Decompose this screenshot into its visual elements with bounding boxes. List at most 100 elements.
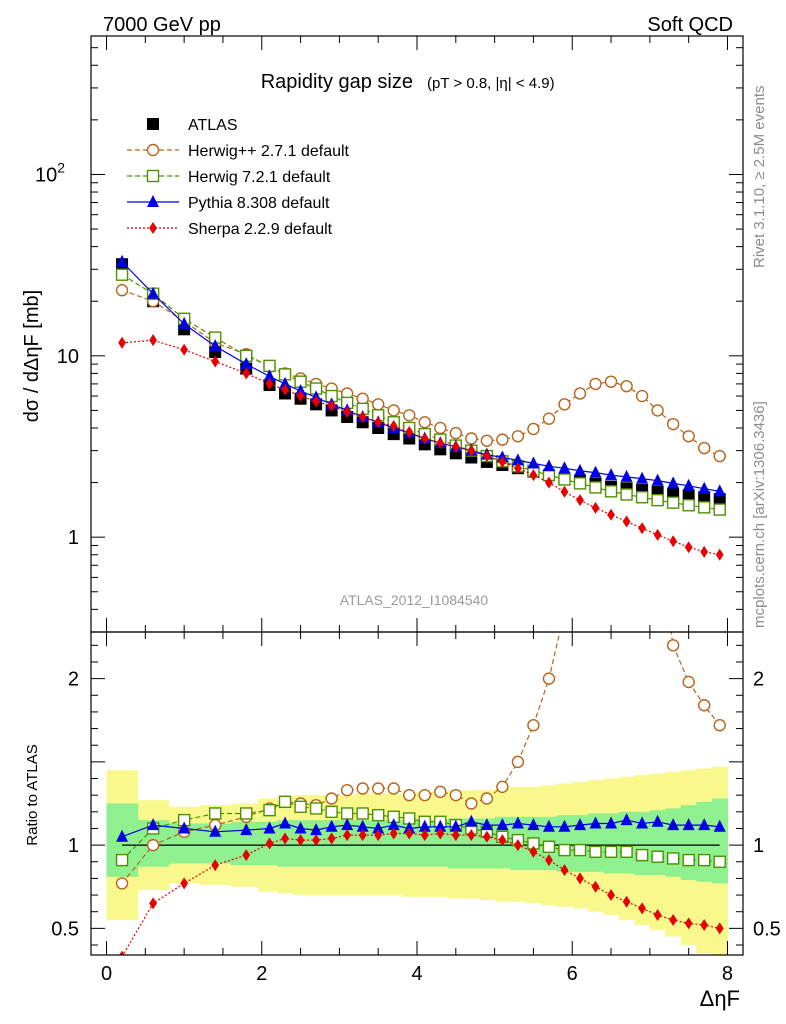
ratio-point-herwig-2-7-1-default bbox=[666, 639, 680, 652]
ratio-point-herwig-2-7-1-default bbox=[496, 780, 509, 794]
main-point-sherpa-2-2-9-default bbox=[591, 501, 600, 514]
legend-marker bbox=[149, 222, 157, 234]
ratio-point-pythia-8-308-default bbox=[651, 814, 664, 827]
legend-item-herwig-7-2-1-default: Herwig 7.2.1 default bbox=[127, 169, 331, 186]
main-point-herwig-2-7-1-default bbox=[480, 434, 494, 447]
ratio-point-sherpa-2-2-9-default bbox=[482, 830, 491, 843]
ratio-point-sherpa-2-2-9-default bbox=[467, 829, 476, 842]
ratio-point-sherpa-2-2-9-default bbox=[715, 922, 724, 935]
main-axes: 1 10 102 bbox=[35, 36, 743, 633]
main-point-sherpa-2-2-9-default bbox=[622, 515, 631, 528]
main-point-herwig-2-7-1-default bbox=[434, 421, 447, 435]
ratio-point-pythia-8-308-default bbox=[465, 814, 478, 827]
legend-marker bbox=[146, 143, 160, 157]
legend-marker bbox=[147, 118, 159, 130]
ratio-point-sherpa-2-2-9-default bbox=[669, 914, 678, 927]
ratio-point-herwig-7-2-1-default bbox=[589, 845, 602, 858]
main-point-pythia-8-308-default bbox=[147, 286, 160, 299]
legend-item-pythia-8-308-default: Pythia 8.308 default bbox=[127, 195, 330, 212]
main-point-sherpa-2-2-9-default bbox=[560, 485, 569, 498]
ratio-plot-area bbox=[106, 440, 729, 955]
ratio-point-sherpa-2-2-9-default bbox=[327, 832, 336, 845]
ratio-point-sherpa-2-2-9-default bbox=[591, 880, 600, 893]
ratio-point-sherpa-2-2-9-default bbox=[436, 827, 445, 840]
main-point-sherpa-2-2-9-default bbox=[482, 450, 491, 463]
ratio-y-tick-label-left: 0.5 bbox=[51, 918, 79, 940]
main-point-sherpa-2-2-9-default bbox=[296, 390, 305, 403]
ratio-point-sherpa-2-2-9-default bbox=[374, 829, 383, 842]
ratio-point-herwig-7-2-1-default bbox=[682, 853, 695, 867]
ratio-point-herwig-7-2-1-default bbox=[208, 807, 222, 820]
ratio-point-herwig-2-7-1-default bbox=[542, 672, 556, 685]
ratio-point-sherpa-2-2-9-default bbox=[242, 849, 251, 862]
main-point-herwig-2-7-1-default bbox=[356, 392, 369, 405]
ratio-point-herwig-2-7-1-default bbox=[340, 783, 354, 797]
ratio-point-pythia-8-308-default bbox=[434, 819, 447, 832]
main-point-sherpa-2-2-9-default bbox=[576, 494, 584, 507]
chart-subtitle: (pT > 0.8, |η| < 4.9) bbox=[427, 75, 555, 92]
legend-item-herwig-2-7-1-default: Herwig++ 2.7.1 default bbox=[127, 143, 350, 160]
legend-label: ATLAS bbox=[188, 117, 238, 134]
main-point-pythia-8-308-default bbox=[620, 469, 633, 482]
ratio-point-pythia-8-308-default bbox=[589, 816, 602, 829]
main-point-pythia-8-308-default bbox=[279, 376, 292, 389]
main-point-herwig-2-7-1-default bbox=[620, 379, 633, 393]
main-point-pythia-8-308-default bbox=[558, 461, 571, 474]
ratio-point-sherpa-2-2-9-default bbox=[180, 877, 189, 890]
band-stat-bin bbox=[680, 805, 698, 881]
main-point-sherpa-2-2-9-default bbox=[312, 395, 320, 408]
legend-item-atlas: ATLAS bbox=[147, 117, 238, 134]
ratio-point-herwig-7-2-1-default bbox=[558, 843, 571, 857]
ratio-point-pythia-8-308-default bbox=[511, 816, 524, 829]
main-point-sherpa-2-2-9-default bbox=[343, 405, 352, 418]
ratio-point-herwig-2-7-1-default bbox=[449, 788, 463, 802]
main-point-sherpa-2-2-9-default bbox=[545, 476, 553, 489]
main-point-herwig-7-2-1-default bbox=[651, 493, 664, 507]
ratio-point-sherpa-2-2-9-default bbox=[638, 902, 646, 915]
ratio-point-pythia-8-308-default bbox=[325, 819, 338, 832]
ratio-point-sherpa-2-2-9-default bbox=[653, 909, 662, 922]
main-point-pythia-8-308-default bbox=[511, 453, 524, 466]
ratio-point-herwig-7-2-1-default bbox=[635, 848, 649, 862]
band-stat-bin bbox=[385, 820, 403, 867]
main-point-pythia-8-308-default bbox=[294, 383, 307, 396]
ratio-panel: Ratio to ATLAS ΔηF 0.5 0.5 1 1 2 2 0 2 4 6 8 bbox=[24, 440, 781, 1011]
ratio-point-herwig-7-2-1-default bbox=[340, 807, 354, 820]
ratio-point-herwig-2-7-1-default bbox=[387, 782, 400, 795]
main-point-herwig-7-2-1-default bbox=[115, 268, 129, 281]
ratio-point-sherpa-2-2-9-default bbox=[405, 827, 414, 840]
ratio-point-herwig-2-7-1-default bbox=[418, 788, 431, 802]
ratio-point-pythia-8-308-default bbox=[356, 819, 369, 832]
ratio-point-sherpa-2-2-9-default bbox=[296, 834, 305, 847]
main-y-tick-label: 10 bbox=[57, 346, 79, 368]
main-point-herwig-7-2-1-default bbox=[573, 477, 587, 490]
band-stat-bin bbox=[665, 808, 682, 877]
main-point-pythia-8-308-default bbox=[527, 456, 540, 469]
main-point-herwig-2-7-1-default bbox=[573, 387, 587, 400]
ratio-point-herwig-2-7-1-default bbox=[480, 792, 494, 805]
band-stat-bin bbox=[696, 801, 713, 882]
main-point-sherpa-2-2-9-default bbox=[389, 420, 398, 433]
ratio-point-sherpa-2-2-9-default bbox=[684, 917, 693, 930]
main-point-sherpa-2-2-9-default bbox=[118, 336, 126, 349]
main-point-atlas bbox=[698, 491, 711, 504]
ratio-point-herwig-2-7-1-default bbox=[590, 440, 601, 451]
ratio-point-herwig-2-7-1-default bbox=[403, 788, 416, 802]
main-point-sherpa-2-2-9-default bbox=[405, 426, 414, 439]
main-point-pythia-8-308-default bbox=[263, 369, 276, 382]
ratio-point-herwig-7-2-1-default bbox=[294, 800, 307, 814]
ratio-point-sherpa-2-2-9-default bbox=[211, 859, 220, 872]
main-point-sherpa-2-2-9-default bbox=[374, 416, 383, 429]
ratio-axes: 0.5 0.5 1 1 2 2 0 2 4 6 8 bbox=[51, 632, 781, 985]
main-point-herwig-7-2-1-default bbox=[635, 491, 649, 504]
ratio-point-pythia-8-308-default bbox=[310, 823, 323, 836]
ratio-point-herwig-7-2-1-default bbox=[356, 807, 369, 820]
ratio-point-sherpa-2-2-9-default bbox=[576, 872, 584, 885]
main-point-sherpa-2-2-9-default bbox=[265, 377, 274, 390]
ratio-point-sherpa-2-2-9-default bbox=[312, 834, 320, 847]
ratio-point-herwig-2-7-1-default bbox=[575, 523, 586, 534]
ratio-point-pythia-8-308-default bbox=[279, 816, 292, 829]
main-point-sherpa-2-2-9-default bbox=[514, 462, 522, 475]
x-tick-label: 4 bbox=[411, 963, 422, 985]
main-point-sherpa-2-2-9-default bbox=[327, 399, 336, 412]
